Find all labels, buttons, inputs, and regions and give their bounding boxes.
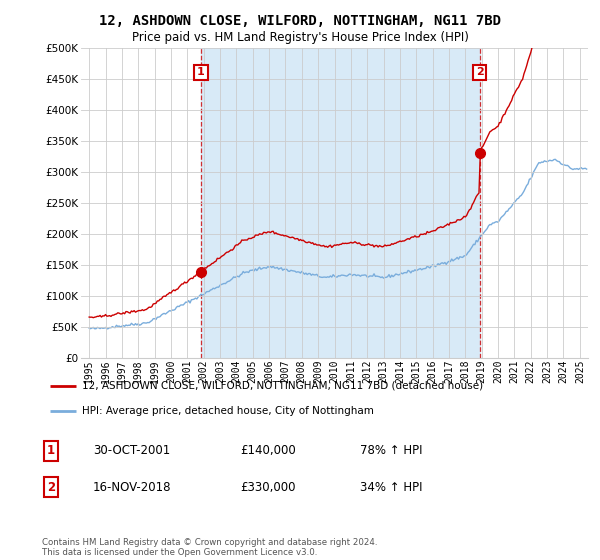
Text: 2: 2 — [47, 480, 55, 494]
Text: 12, ASHDOWN CLOSE, WILFORD, NOTTINGHAM, NG11 7BD: 12, ASHDOWN CLOSE, WILFORD, NOTTINGHAM, … — [99, 14, 501, 28]
Text: £140,000: £140,000 — [240, 444, 296, 458]
Text: HPI: Average price, detached house, City of Nottingham: HPI: Average price, detached house, City… — [82, 407, 373, 417]
Text: 12, ASHDOWN CLOSE, WILFORD, NOTTINGHAM, NG11 7BD (detached house): 12, ASHDOWN CLOSE, WILFORD, NOTTINGHAM, … — [82, 381, 483, 391]
Text: 1: 1 — [197, 67, 205, 77]
Text: 2: 2 — [476, 67, 484, 77]
Bar — [201, 48, 480, 358]
Text: £330,000: £330,000 — [240, 480, 296, 494]
Text: 16-NOV-2018: 16-NOV-2018 — [93, 480, 172, 494]
Text: 30-OCT-2001: 30-OCT-2001 — [93, 444, 170, 458]
Text: Price paid vs. HM Land Registry's House Price Index (HPI): Price paid vs. HM Land Registry's House … — [131, 31, 469, 44]
Text: 34% ↑ HPI: 34% ↑ HPI — [360, 480, 422, 494]
Text: 1: 1 — [47, 444, 55, 458]
Text: 78% ↑ HPI: 78% ↑ HPI — [360, 444, 422, 458]
Text: Contains HM Land Registry data © Crown copyright and database right 2024.
This d: Contains HM Land Registry data © Crown c… — [42, 538, 377, 557]
